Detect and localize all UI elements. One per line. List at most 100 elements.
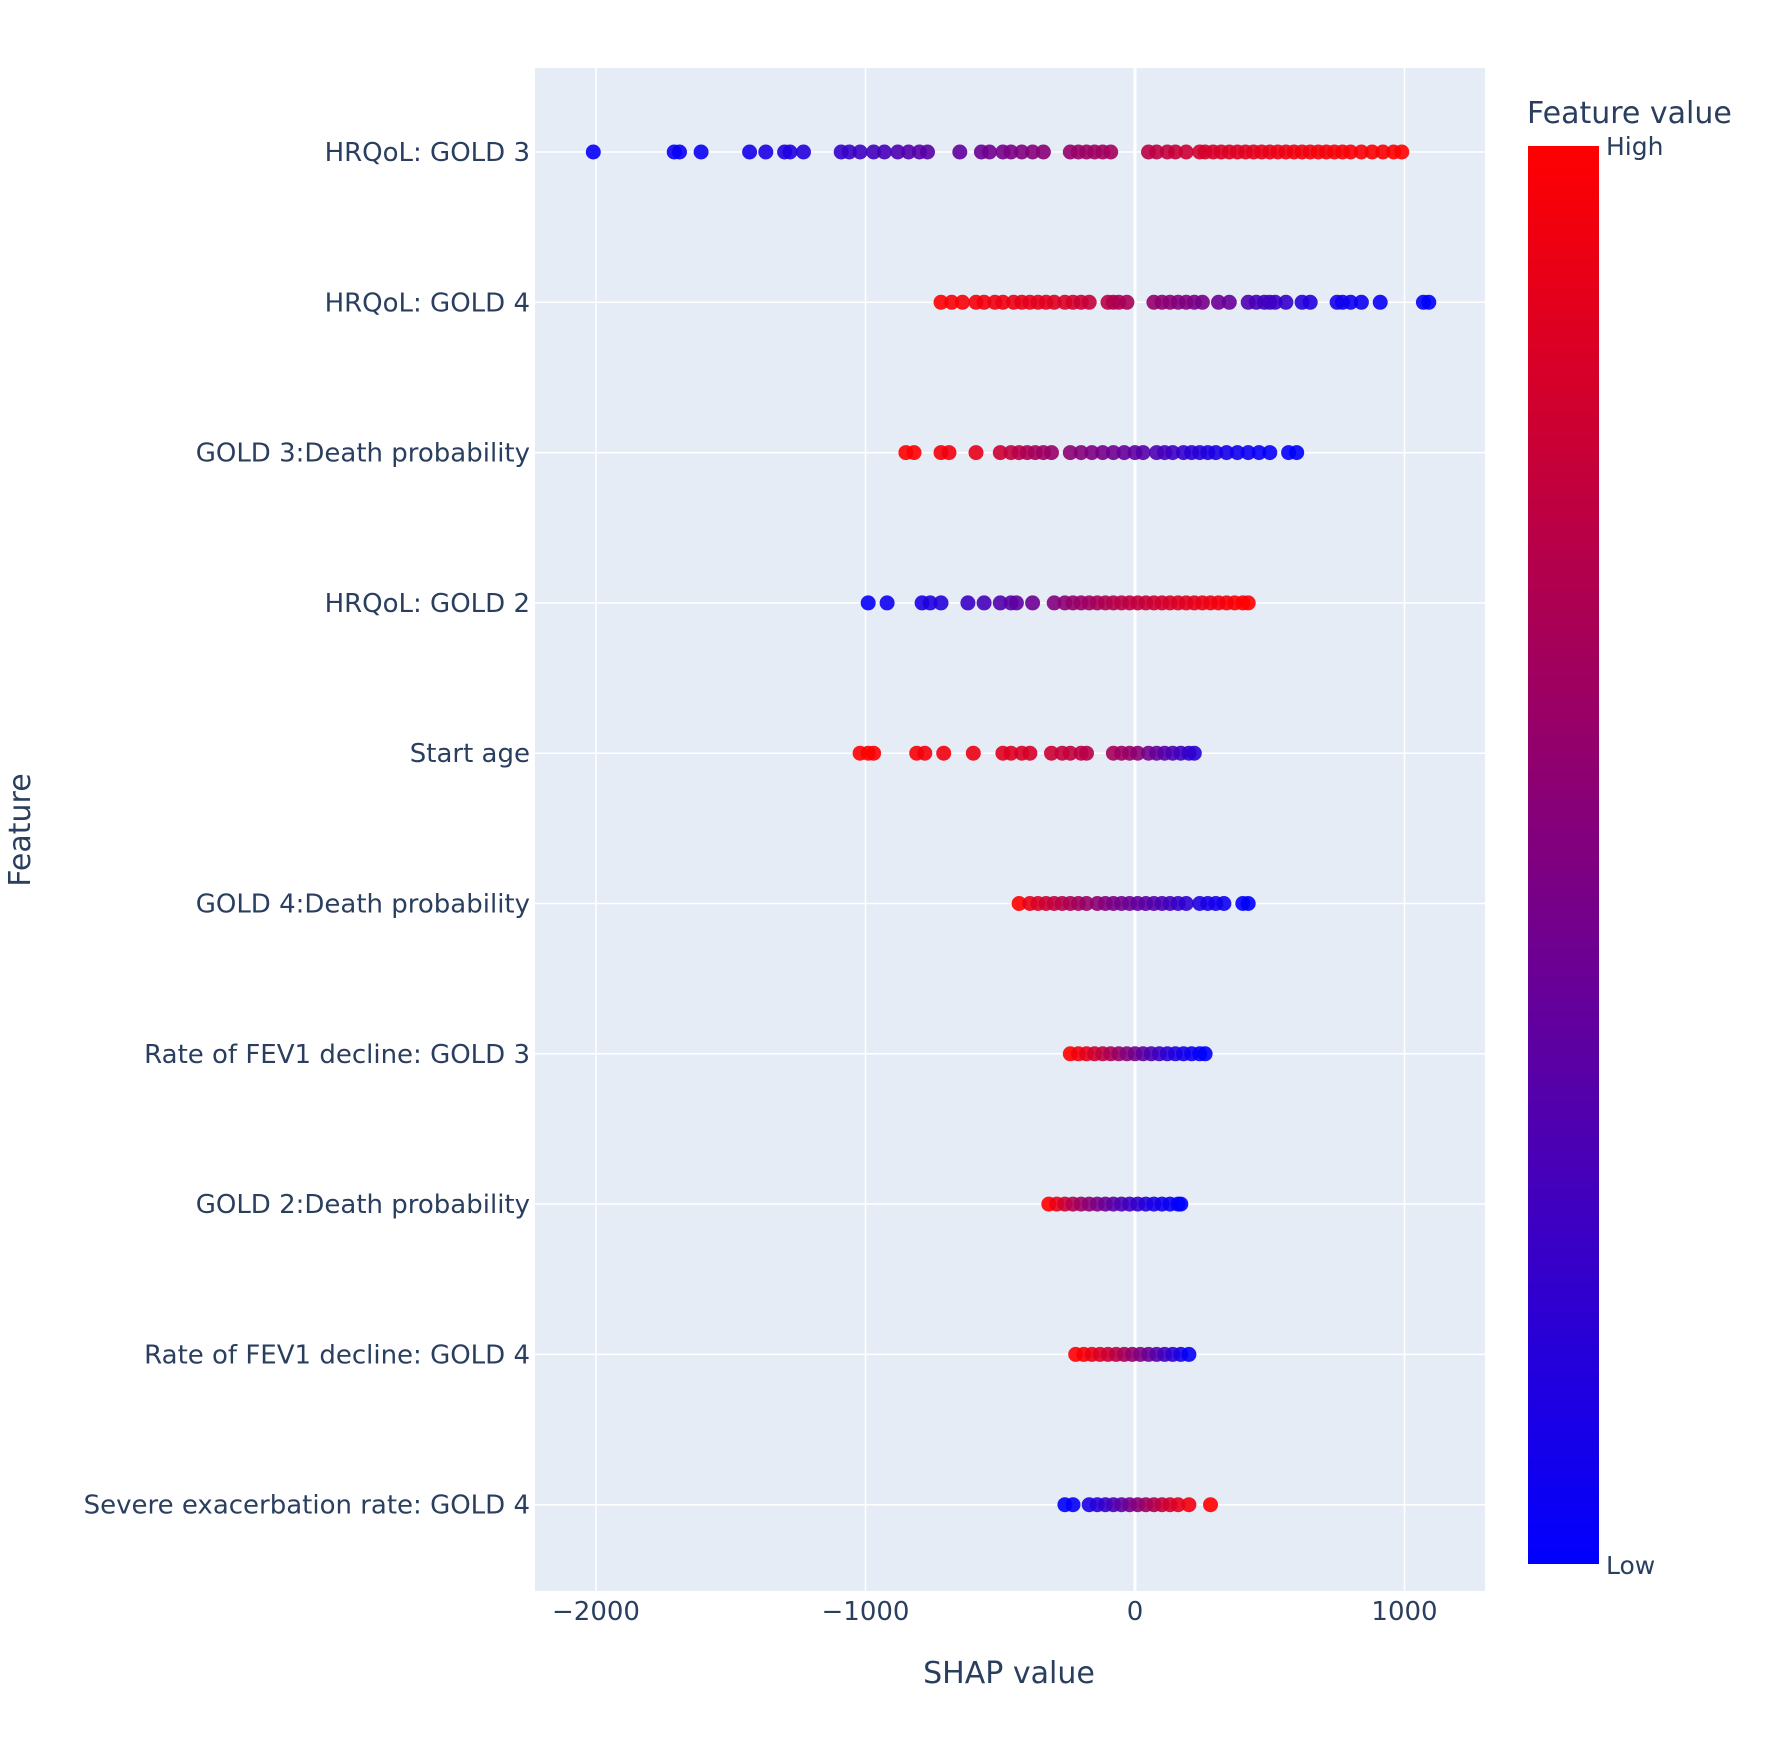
colorbar-low-label: Low bbox=[1606, 1551, 1655, 1580]
shap-point bbox=[1364, 144, 1380, 160]
shap-point bbox=[796, 144, 811, 160]
shap-point bbox=[1229, 445, 1245, 461]
shap-point bbox=[941, 445, 957, 461]
y-tick-label: HRQoL: GOLD 4 bbox=[325, 288, 530, 318]
shap-point bbox=[1003, 745, 1019, 761]
shap-point bbox=[1022, 745, 1038, 761]
shap-point bbox=[1105, 445, 1121, 461]
shap-point bbox=[976, 595, 992, 611]
shap-point bbox=[1149, 144, 1165, 160]
shap-point bbox=[1211, 294, 1226, 310]
shap-point bbox=[1251, 445, 1267, 461]
shap-point bbox=[890, 144, 906, 160]
shap-point bbox=[1262, 445, 1278, 461]
shap-point bbox=[901, 144, 917, 160]
shap-point bbox=[965, 745, 981, 761]
shap-point bbox=[995, 294, 1011, 310]
shap-point bbox=[742, 144, 758, 160]
x-axis-title: SHAP value bbox=[923, 1656, 1095, 1691]
shap-point bbox=[1011, 896, 1027, 911]
shap-point bbox=[906, 445, 922, 461]
gridlines bbox=[535, 68, 1485, 1591]
shap-point bbox=[1343, 144, 1359, 160]
shap-point bbox=[782, 144, 798, 160]
shap-point bbox=[1079, 745, 1094, 761]
shap-point bbox=[1073, 445, 1089, 461]
y-tick-labels: HRQoL: GOLD 3 HRQoL: GOLD 4 GOLD 3:Death p… bbox=[84, 138, 530, 1521]
y-tick-label: GOLD 4:Death probability bbox=[196, 890, 530, 920]
shap-point bbox=[968, 445, 984, 461]
shap-point bbox=[1135, 445, 1151, 461]
colorbar-title: Feature value bbox=[1527, 96, 1732, 131]
shap-point bbox=[944, 294, 960, 310]
shap-point bbox=[1372, 294, 1388, 310]
shap-point bbox=[1394, 144, 1410, 160]
shap-point bbox=[982, 144, 997, 160]
shap-point bbox=[866, 144, 882, 160]
shap-point bbox=[1025, 144, 1041, 160]
shap-point bbox=[1008, 595, 1024, 611]
shap-point bbox=[1167, 144, 1183, 160]
shap-point bbox=[1046, 595, 1062, 611]
y-tick-label: Rate of FEV1 decline: GOLD 3 bbox=[144, 1040, 530, 1070]
shap-point bbox=[876, 144, 892, 160]
shap-point bbox=[955, 294, 970, 310]
shap-point bbox=[1095, 445, 1111, 461]
shap-point bbox=[852, 144, 868, 160]
shap-point bbox=[1289, 445, 1305, 461]
shap-point bbox=[585, 144, 601, 160]
shap-point bbox=[1170, 1497, 1186, 1513]
y-tick-label: GOLD 3:Death probability bbox=[196, 439, 530, 469]
shap-point bbox=[992, 445, 1008, 461]
shap-point bbox=[1079, 896, 1094, 911]
shap-point bbox=[1240, 896, 1256, 911]
shap-point bbox=[1035, 144, 1051, 160]
shap-point bbox=[866, 745, 882, 761]
data-points bbox=[585, 144, 1437, 1513]
shap-point bbox=[1173, 1196, 1189, 1212]
shap-point bbox=[1353, 294, 1369, 310]
x-tick-label: 0 bbox=[1127, 1597, 1144, 1627]
shap-point bbox=[1219, 445, 1235, 461]
shap-point bbox=[1375, 144, 1391, 160]
shap-point bbox=[1178, 896, 1194, 911]
shap-point bbox=[1267, 294, 1283, 310]
shap-point bbox=[1081, 294, 1097, 310]
shap-point bbox=[1278, 294, 1294, 310]
shap-point bbox=[1240, 595, 1256, 611]
shap-point bbox=[1062, 745, 1078, 761]
shap-point bbox=[1062, 445, 1078, 461]
y-tick-label: GOLD 2:Death probability bbox=[196, 1190, 530, 1220]
shap-point bbox=[1130, 745, 1146, 761]
shap-point bbox=[917, 745, 933, 761]
shap-point bbox=[1221, 294, 1237, 310]
shap-point bbox=[976, 294, 992, 310]
shap-point bbox=[1003, 144, 1019, 160]
x-tick-labels: −2000 −1000 0 1000 bbox=[552, 1597, 1438, 1627]
colorbar-gradient bbox=[1528, 146, 1599, 1564]
shap-point bbox=[672, 144, 687, 160]
y-tick-label: HRQoL: GOLD 3 bbox=[325, 138, 530, 168]
shap-point bbox=[1216, 896, 1232, 911]
shap-point bbox=[1197, 1046, 1213, 1062]
shap-point bbox=[879, 595, 895, 611]
x-tick-label: 1000 bbox=[1371, 1597, 1437, 1627]
x-tick-label: −1000 bbox=[822, 1597, 910, 1627]
shap-point bbox=[1186, 745, 1202, 761]
colorbar-high-label: High bbox=[1606, 132, 1663, 161]
shap-point bbox=[1046, 294, 1062, 310]
plot-background bbox=[535, 68, 1485, 1591]
shap-point bbox=[1240, 445, 1256, 461]
shap-point bbox=[841, 144, 857, 160]
shap-point bbox=[1165, 445, 1181, 461]
shap-point bbox=[1044, 445, 1059, 461]
shap-point bbox=[1302, 294, 1318, 310]
shap-point bbox=[693, 144, 709, 160]
shap-point bbox=[1119, 294, 1135, 310]
shap-point bbox=[1343, 294, 1359, 310]
shap-point bbox=[1065, 1497, 1081, 1513]
shap-point bbox=[860, 595, 876, 611]
shap-point bbox=[960, 595, 976, 611]
shap-point bbox=[1025, 595, 1041, 611]
